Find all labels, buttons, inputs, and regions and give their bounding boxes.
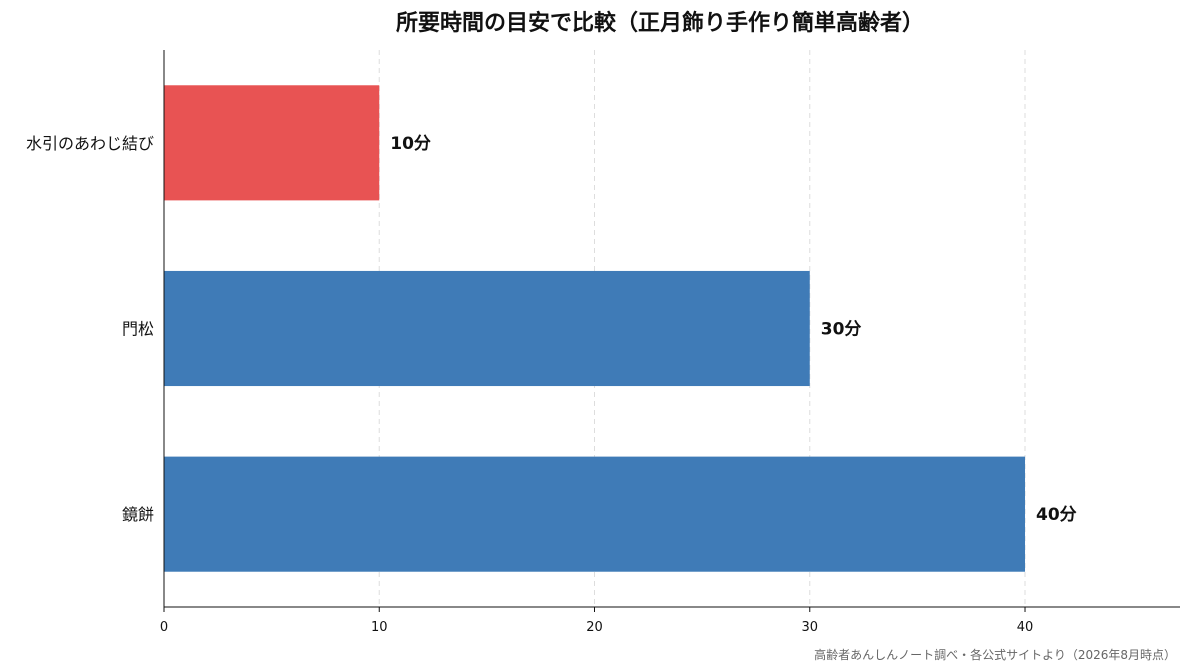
x-tick-label: 30	[801, 620, 818, 635]
category-label: 水引のあわじ結び	[26, 134, 154, 153]
bars	[164, 85, 1026, 572]
data-label: 40分	[1036, 505, 1077, 525]
chart-title: 所要時間の目安で比較（正月飾り手作り簡単高齢者）	[396, 10, 924, 36]
x-tick-label: 10	[371, 620, 388, 635]
bar	[164, 85, 380, 201]
x-tick-labels: 0 10 20 30 40	[160, 607, 1033, 635]
category-label: 鏡餅	[122, 505, 154, 524]
data-label: 10分	[390, 134, 431, 154]
bar	[164, 270, 810, 387]
data-label: 30分	[821, 320, 862, 340]
axes	[163, 50, 1180, 608]
x-tick-label: 0	[160, 620, 168, 635]
x-tick-label: 20	[586, 620, 603, 635]
bar	[164, 456, 1026, 572]
x-tick-label: 40	[1017, 620, 1034, 635]
data-labels: 10分 30分 40分	[390, 134, 1076, 525]
category-label: 門松	[122, 320, 154, 339]
source-note: 高齢者あんしんノート調べ・各公式サイトより（2026年8月時点）	[814, 647, 1176, 662]
